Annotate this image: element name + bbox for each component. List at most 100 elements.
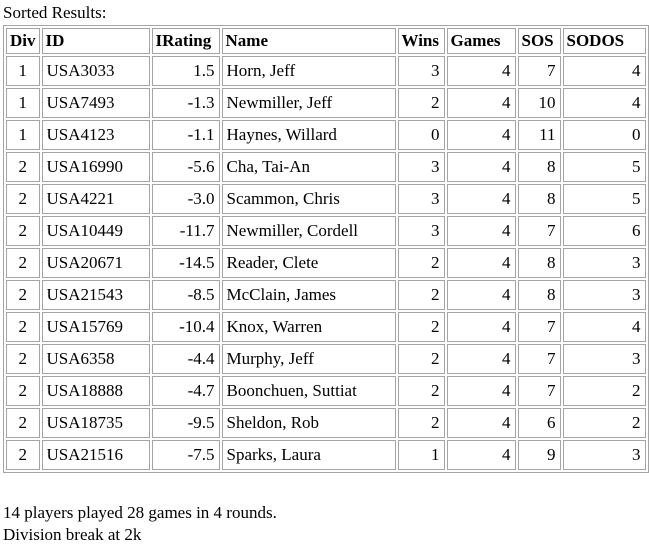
cell-sodos: 2	[562, 408, 646, 438]
cell-sos: 7	[517, 312, 561, 342]
table-row: 2 USA10449 -11.7 Newmiller, Cordell 3 4 7 6	[6, 216, 646, 246]
cell-sodos: 3	[562, 440, 646, 470]
cell-div: 2	[6, 184, 40, 214]
cell-games: 4	[446, 280, 516, 310]
cell-id: USA15769	[41, 312, 150, 342]
cell-name: Knox, Warren	[221, 312, 396, 342]
cell-sos: 11	[517, 120, 561, 150]
cell-sodos: 2	[562, 376, 646, 406]
cell-id: USA3033	[41, 56, 150, 86]
table-row: 1 USA4123 -1.1 Haynes, Willard 0 4 11 0	[6, 120, 646, 150]
cell-name: Cha, Tai-An	[221, 152, 396, 182]
cell-name: McClain, James	[221, 280, 396, 310]
table-row: 2 USA4221 -3.0 Scammon, Chris 3 4 8 5	[6, 184, 646, 214]
cell-games: 4	[446, 56, 516, 86]
table-row: 2 USA15769 -10.4 Knox, Warren 2 4 7 4	[6, 312, 646, 342]
cell-sodos: 3	[562, 248, 646, 278]
cell-games: 4	[446, 88, 516, 118]
cell-div: 2	[6, 248, 40, 278]
cell-div: 2	[6, 344, 40, 374]
cell-sos: 8	[517, 152, 561, 182]
cell-div: 2	[6, 408, 40, 438]
cell-sos: 10	[517, 88, 561, 118]
cell-wins: 1	[397, 440, 445, 470]
cell-name: Sparks, Laura	[221, 440, 396, 470]
cell-wins: 2	[397, 344, 445, 374]
cell-sos: 6	[517, 408, 561, 438]
cell-wins: 2	[397, 312, 445, 342]
cell-irating: -4.7	[151, 376, 220, 406]
cell-sodos: 3	[562, 280, 646, 310]
cell-sos: 9	[517, 440, 561, 470]
cell-sodos: 4	[562, 88, 646, 118]
table-row: 1 USA3033 1.5 Horn, Jeff 3 4 7 4	[6, 56, 646, 86]
column-header-id: ID	[41, 28, 150, 54]
division-break-line: Division break at 2k	[3, 525, 142, 544]
cell-name: Sheldon, Rob	[221, 408, 396, 438]
cell-irating: -9.5	[151, 408, 220, 438]
cell-games: 4	[446, 376, 516, 406]
cell-div: 1	[6, 120, 40, 150]
cell-games: 4	[446, 152, 516, 182]
cell-div: 1	[6, 88, 40, 118]
cell-games: 4	[446, 440, 516, 470]
cell-div: 2	[6, 280, 40, 310]
page-title: Sorted Results:	[3, 3, 107, 22]
table-row: 2 USA16990 -5.6 Cha, Tai-An 3 4 8 5	[6, 152, 646, 182]
column-header-sodos: SODOS	[562, 28, 646, 54]
cell-irating: -5.6	[151, 152, 220, 182]
cell-id: USA7493	[41, 88, 150, 118]
cell-wins: 3	[397, 56, 445, 86]
cell-name: Boonchuen, Suttiat	[221, 376, 396, 406]
cell-id: USA16990	[41, 152, 150, 182]
cell-sos: 7	[517, 376, 561, 406]
cell-id: USA4221	[41, 184, 150, 214]
table-row: 2 USA6358 -4.4 Murphy, Jeff 2 4 7 3	[6, 344, 646, 374]
cell-irating: -1.3	[151, 88, 220, 118]
cell-irating: -14.5	[151, 248, 220, 278]
cell-sos: 7	[517, 56, 561, 86]
cell-irating: -4.4	[151, 344, 220, 374]
cell-irating: -7.5	[151, 440, 220, 470]
cell-wins: 3	[397, 184, 445, 214]
cell-sos: 7	[517, 344, 561, 374]
summary-text: 14 players played 28 games in 4 rounds. …	[3, 502, 649, 546]
column-header-irating: IRating	[151, 28, 220, 54]
column-header-div: Div	[6, 28, 40, 54]
cell-wins: 2	[397, 280, 445, 310]
cell-sos: 8	[517, 184, 561, 214]
table-row: 1 USA7493 -1.3 Newmiller, Jeff 2 4 10 4	[6, 88, 646, 118]
cell-games: 4	[446, 120, 516, 150]
cell-wins: 2	[397, 248, 445, 278]
cell-sos: 8	[517, 280, 561, 310]
column-header-games: Games	[446, 28, 516, 54]
table-row: 2 USA21543 -8.5 McClain, James 2 4 8 3	[6, 280, 646, 310]
table-row: 2 USA18735 -9.5 Sheldon, Rob 2 4 6 2	[6, 408, 646, 438]
column-header-sos: SOS	[517, 28, 561, 54]
cell-div: 2	[6, 312, 40, 342]
cell-irating: -10.4	[151, 312, 220, 342]
cell-name: Newmiller, Jeff	[221, 88, 396, 118]
cell-div: 1	[6, 56, 40, 86]
cell-div: 2	[6, 440, 40, 470]
cell-irating: -1.1	[151, 120, 220, 150]
cell-sodos: 4	[562, 56, 646, 86]
cell-wins: 3	[397, 152, 445, 182]
cell-id: USA21543	[41, 280, 150, 310]
cell-sodos: 3	[562, 344, 646, 374]
header-row: Div ID IRating Name Wins Games SOS SODOS	[6, 28, 646, 54]
cell-wins: 2	[397, 88, 445, 118]
column-header-wins: Wins	[397, 28, 445, 54]
cell-games: 4	[446, 216, 516, 246]
cell-wins: 0	[397, 120, 445, 150]
cell-id: USA6358	[41, 344, 150, 374]
cell-name: Haynes, Willard	[221, 120, 396, 150]
cell-sos: 7	[517, 216, 561, 246]
cell-irating: -3.0	[151, 184, 220, 214]
cell-name: Horn, Jeff	[221, 56, 396, 86]
table-row: 2 USA18888 -4.7 Boonchuen, Suttiat 2 4 7 2	[6, 376, 646, 406]
cell-wins: 3	[397, 216, 445, 246]
cell-name: Newmiller, Cordell	[221, 216, 396, 246]
cell-name: Scammon, Chris	[221, 184, 396, 214]
